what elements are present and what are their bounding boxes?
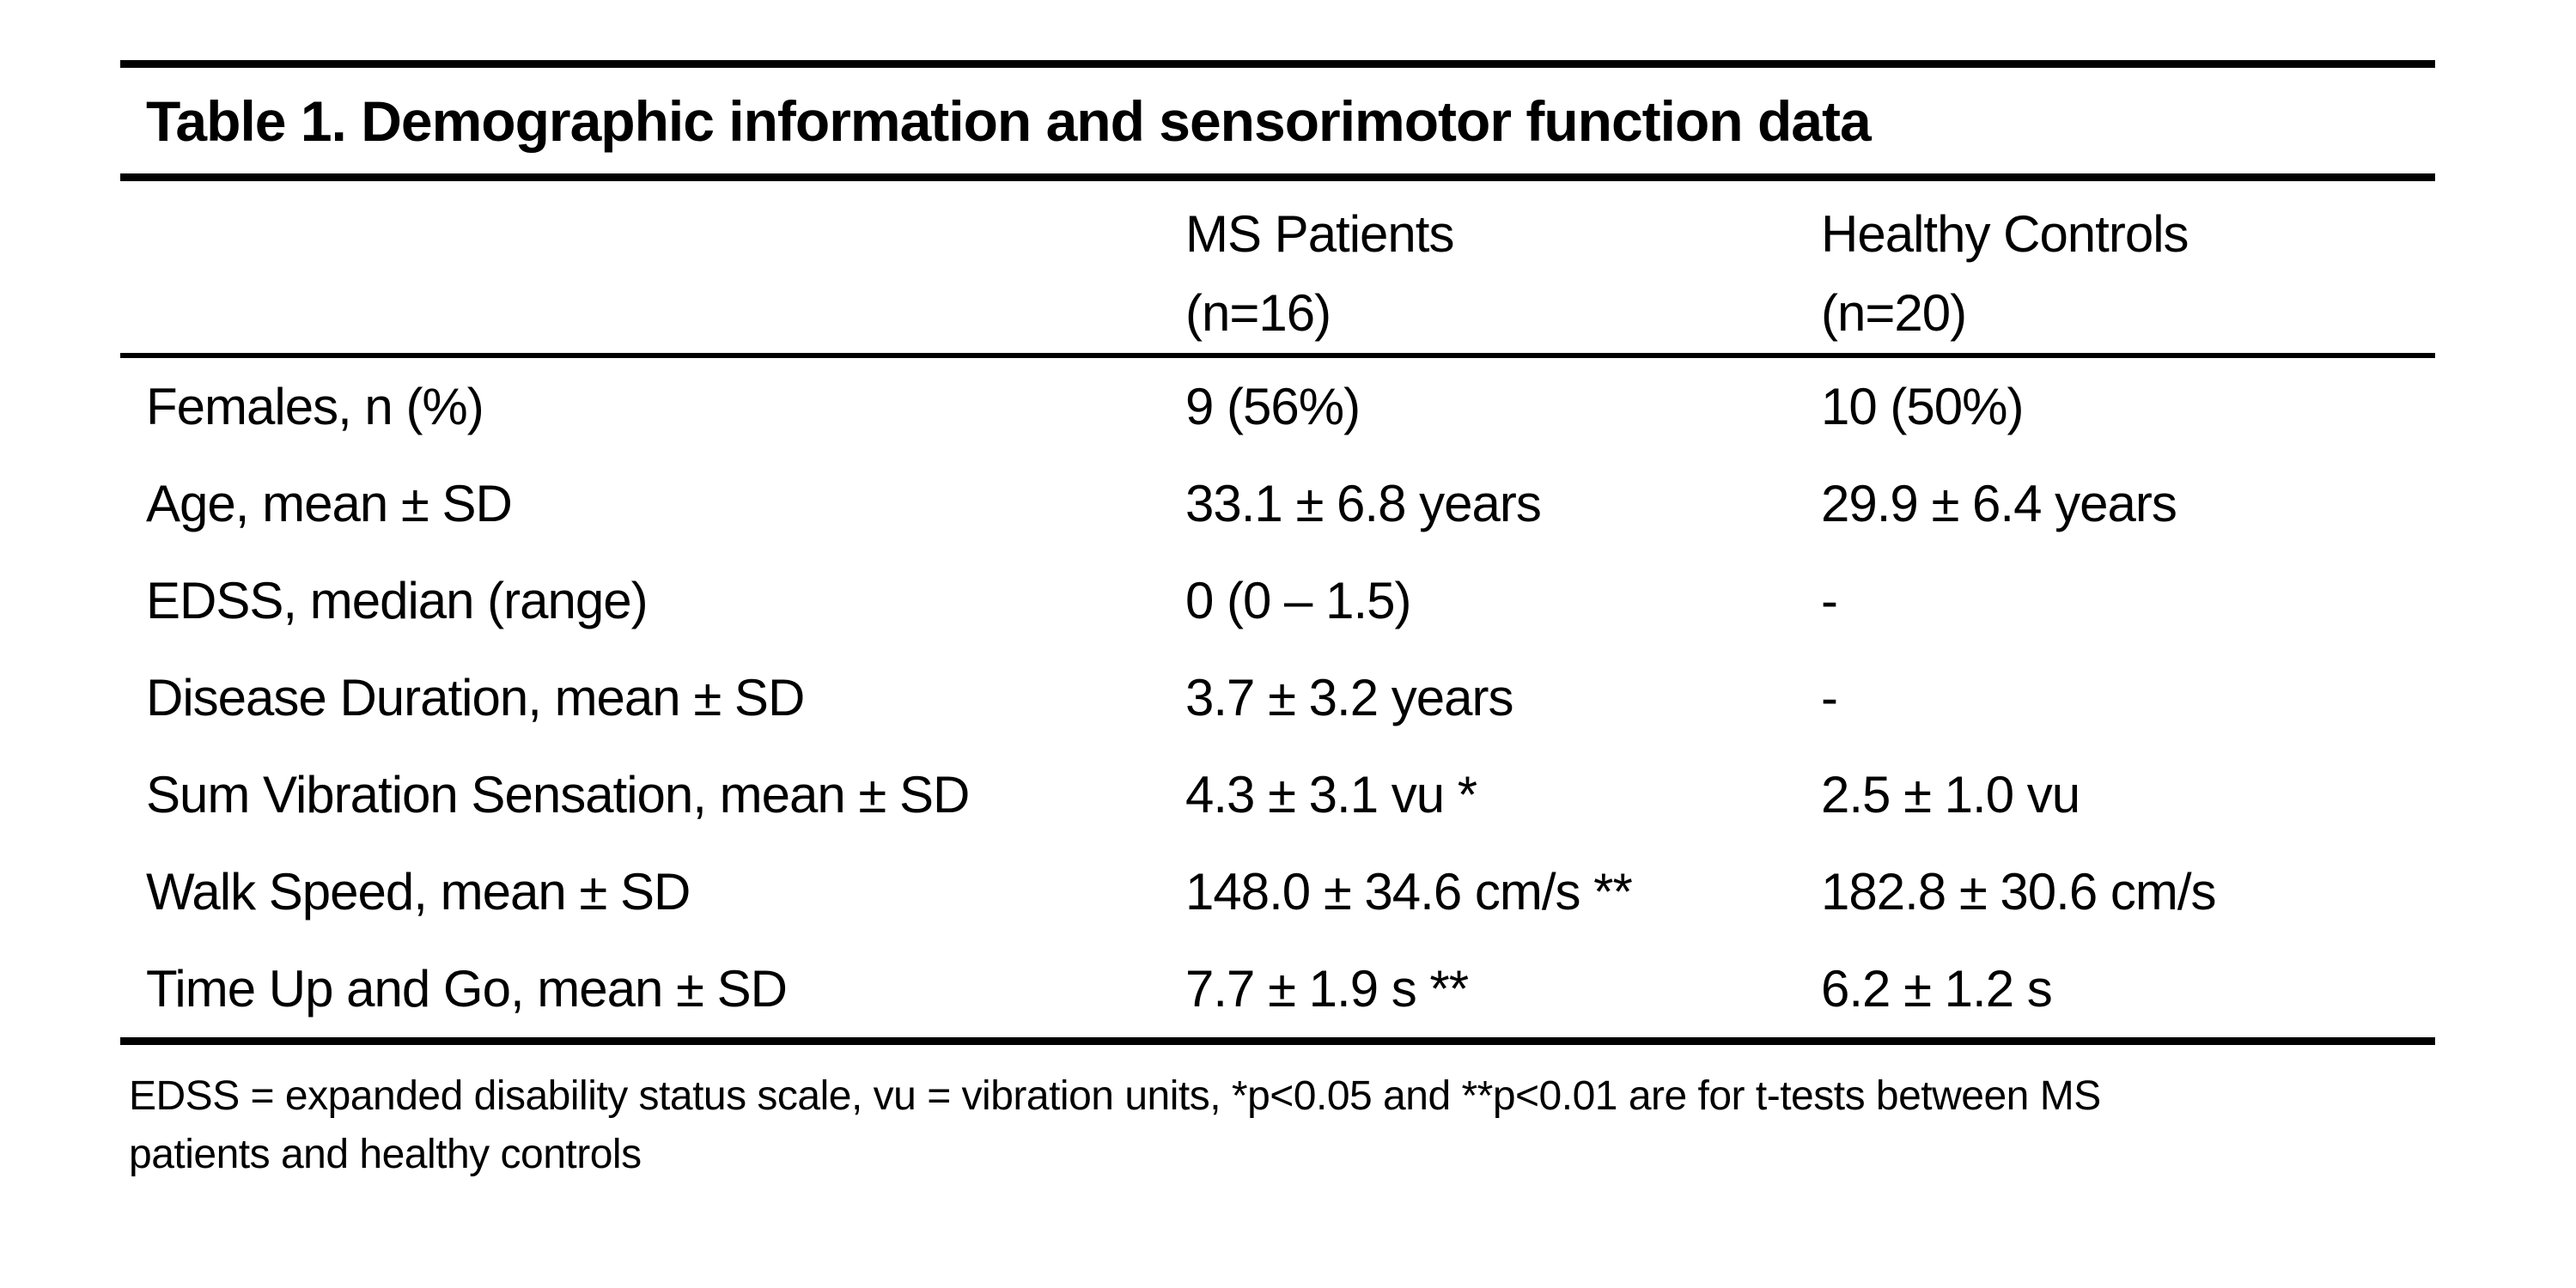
cell-ms-patients: 4.3 ± 3.1 vu * — [1185, 765, 1477, 823]
cell-healthy-controls: 182.8 ± 30.6 cm/s — [1821, 862, 2217, 920]
table-row-sum-vibration: Sum Vibration Sensation, mean ± SD 4.3 ±… — [120, 746, 2435, 843]
cell-healthy-controls: 10 (50%) — [1821, 377, 2024, 435]
table-rule-top — [120, 60, 2435, 68]
cell-healthy-controls: 2.5 ± 1.0 vu — [1821, 765, 2080, 823]
cell-healthy-controls: 29.9 ± 6.4 years — [1821, 474, 2177, 532]
cell-ms-patients: 33.1 ± 6.8 years — [1185, 474, 1542, 532]
header-row-label-column — [120, 195, 1185, 353]
cell-healthy-controls: - — [1821, 571, 1838, 629]
cell-ms-patients: 0 (0 – 1.5) — [1185, 571, 1412, 629]
cell-healthy-controls: - — [1821, 668, 1838, 726]
row-label: Sum Vibration Sensation, mean ± SD — [146, 765, 970, 823]
footnote-line-1: EDSS = expanded disability status scale,… — [129, 1072, 2101, 1119]
table-title: Table 1. Demographic information and sen… — [146, 89, 1872, 153]
table-row-walk-speed: Walk Speed, mean ± SD 148.0 ± 34.6 cm/s … — [120, 843, 2435, 940]
table-rule-below-header — [120, 352, 2435, 358]
cell-ms-patients: 148.0 ± 34.6 cm/s ** — [1185, 862, 1633, 920]
table-row-edss: EDSS, median (range) 0 (0 – 1.5) - — [120, 552, 2435, 649]
row-label: Age, mean ± SD — [146, 474, 513, 532]
header-ms-patients-label: MS Patients — [1185, 204, 1454, 263]
table-header-row: MS Patients (n=16) Healthy Controls (n=2… — [120, 181, 2435, 353]
row-label: EDSS, median (range) — [146, 571, 649, 629]
table-row-age: Age, mean ± SD 33.1 ± 6.8 years 29.9 ± 6… — [120, 455, 2435, 552]
row-label: Time Up and Go, mean ± SD — [146, 959, 788, 1018]
cell-ms-patients: 3.7 ± 3.2 years — [1185, 668, 1513, 726]
table-footnote: EDSS = expanded disability status scale,… — [120, 1045, 2435, 1184]
cell-healthy-controls: 6.2 ± 1.2 s — [1821, 959, 2053, 1018]
header-healthy-controls-sub: (n=20) — [1821, 283, 1967, 342]
header-ms-patients-sub: (n=16) — [1185, 283, 1331, 342]
demographics-table: Table 1. Demographic information and sen… — [120, 60, 2435, 1184]
table-row-disease-duration: Disease Duration, mean ± SD 3.7 ± 3.2 ye… — [120, 649, 2435, 746]
cell-ms-patients: 7.7 ± 1.9 s ** — [1185, 959, 1469, 1018]
row-label: Disease Duration, mean ± SD — [146, 668, 805, 726]
header-ms-patients: MS Patients (n=16) — [1185, 195, 1821, 353]
row-label: Walk Speed, mean ± SD — [146, 862, 691, 920]
header-healthy-controls-label: Healthy Controls — [1821, 204, 2189, 263]
header-healthy-controls: Healthy Controls (n=20) — [1821, 195, 2435, 353]
row-label: Females, n (%) — [146, 377, 484, 435]
table-rule-bottom — [120, 1036, 2435, 1045]
table-row-females: Females, n (%) 9 (56%) 10 (50%) — [120, 358, 2435, 455]
footnote-line-2: patients and healthy controls — [129, 1131, 642, 1177]
table-rule-below-title — [120, 173, 2435, 181]
cell-ms-patients: 9 (56%) — [1185, 377, 1361, 435]
table-row-time-up-and-go: Time Up and Go, mean ± SD 7.7 ± 1.9 s **… — [120, 940, 2435, 1037]
